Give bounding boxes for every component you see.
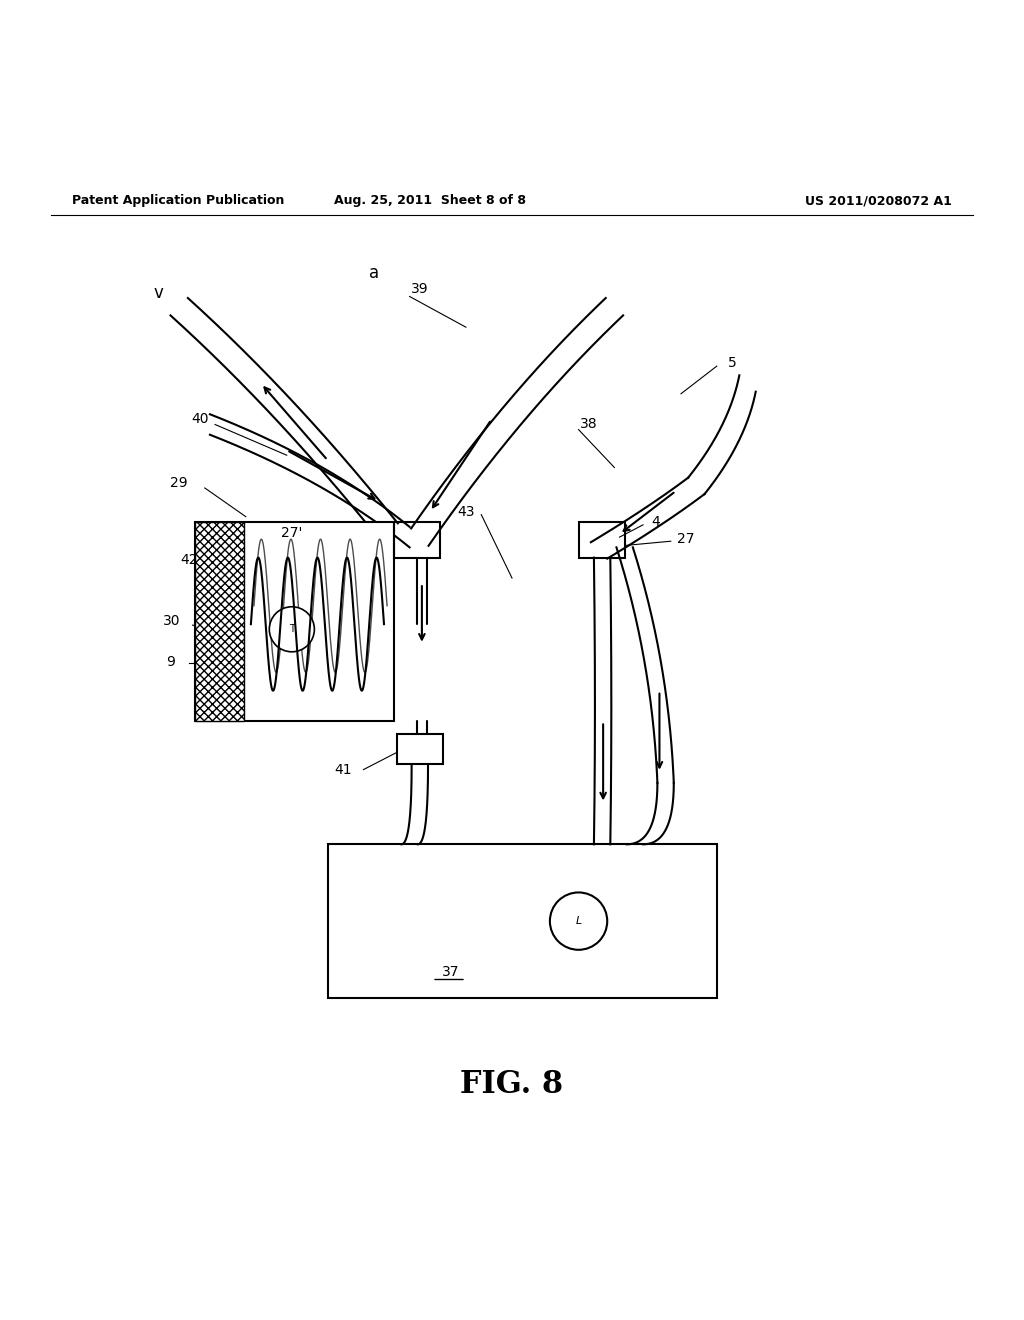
Text: 4: 4 <box>651 515 659 529</box>
Text: 41: 41 <box>334 763 352 776</box>
Text: v: v <box>154 284 164 302</box>
Circle shape <box>550 892 607 950</box>
Bar <box>195 521 244 722</box>
Text: 27: 27 <box>677 532 695 546</box>
Circle shape <box>269 607 314 652</box>
Text: FIG. 8: FIG. 8 <box>461 1069 563 1101</box>
Text: T: T <box>289 624 295 635</box>
Text: Aug. 25, 2011  Sheet 8 of 8: Aug. 25, 2011 Sheet 8 of 8 <box>334 194 526 207</box>
Text: 9: 9 <box>167 655 175 669</box>
Text: 40: 40 <box>190 412 209 426</box>
Text: 39: 39 <box>411 282 429 296</box>
Bar <box>579 521 625 557</box>
Text: 38: 38 <box>580 417 598 432</box>
Text: Patent Application Publication: Patent Application Publication <box>72 194 284 207</box>
Bar <box>394 521 440 557</box>
Bar <box>195 521 394 722</box>
Bar <box>397 734 443 764</box>
Text: US 2011/0208072 A1: US 2011/0208072 A1 <box>806 194 952 207</box>
Text: L: L <box>575 916 582 927</box>
Text: 43: 43 <box>457 504 475 519</box>
Text: a: a <box>369 264 379 282</box>
Text: 29: 29 <box>170 475 188 490</box>
Text: 37: 37 <box>441 965 460 979</box>
Text: 27': 27' <box>282 527 302 540</box>
Text: 42: 42 <box>180 553 199 566</box>
Bar <box>328 845 717 998</box>
Text: 5: 5 <box>728 356 736 370</box>
Text: 30: 30 <box>163 614 181 628</box>
